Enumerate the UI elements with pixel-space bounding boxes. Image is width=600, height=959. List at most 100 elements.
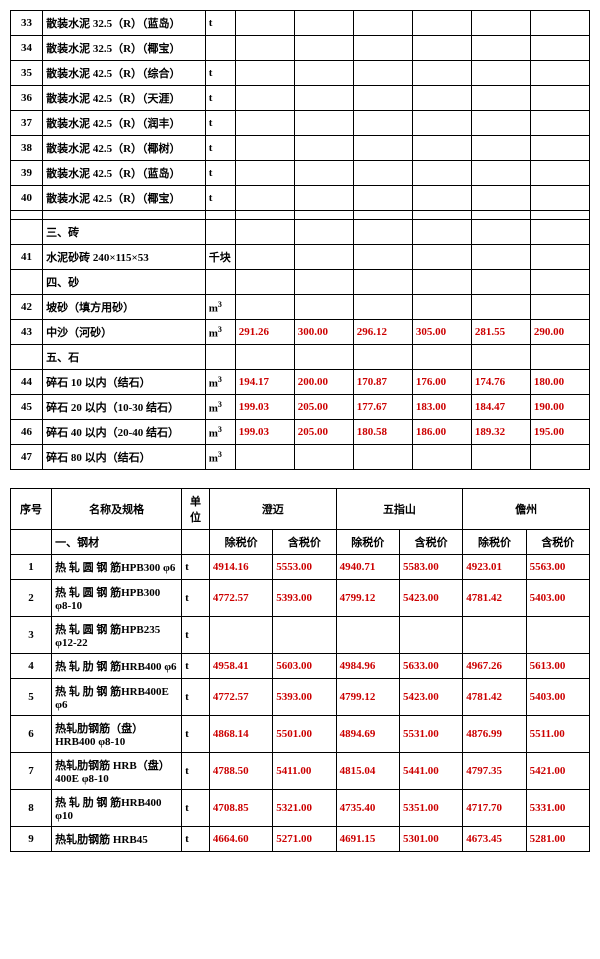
item-name: 散装水泥 42.5（R）（蓝岛） [43,161,206,186]
unit-cell: t [205,161,235,186]
row-number: 38 [11,136,43,161]
table-row: 46碎石 40 以内（20-40 结石）m3199.03205.00180.58… [11,420,590,445]
unit-cell: t [182,716,210,753]
unit-cell: t [182,654,210,679]
price-cell: 5603.00 [273,654,336,679]
price-cell [353,186,412,211]
price-cell [530,270,589,295]
row-number: 37 [11,111,43,136]
item-name: 散装水泥 42.5（R）（润丰） [43,111,206,136]
row-number [11,220,43,245]
unit-cell: m3 [205,420,235,445]
item-name: 散装水泥 42.5（R）（椰宝） [43,186,206,211]
price-cell [412,270,471,295]
price-cell [294,445,353,470]
price-cell: 4772.57 [209,679,272,716]
table-row: 40散装水泥 42.5（R）（椰宝）t [11,186,590,211]
price-cell [336,617,399,654]
price-cell: 194.17 [235,370,294,395]
header-cell: 名称及规格 [52,489,182,530]
table-row: 41水泥砂砖 240×115×53千块 [11,245,590,270]
price-cell [294,136,353,161]
unit-cell [182,530,210,555]
table-row: 45碎石 20 以内（10-30 结石）m3199.03205.00177.67… [11,395,590,420]
row-number [11,270,43,295]
price-cell: 4894.69 [336,716,399,753]
price-cell [353,211,412,220]
price-cell: 4673.45 [463,827,526,852]
price-cell [530,11,589,36]
subheader-cell: 除税价 [209,530,272,555]
price-cell: 4923.01 [463,555,526,580]
price-cell: 180.00 [530,370,589,395]
table-row: 4热 轧 肋 钢 筋HRB400 φ6t4958.415603.004984.9… [11,654,590,679]
price-cell [530,445,589,470]
price-cell: 4708.85 [209,790,272,827]
unit-cell: t [182,679,210,716]
item-name: 热轧肋钢筋 HRB（盘）400E φ8-10 [52,753,182,790]
unit-cell: t [182,790,210,827]
table-row: 五、石 [11,345,590,370]
price-cell [273,617,336,654]
table-row: 5热 轧 肋 钢 筋HRB400E φ6t4772.575393.004799.… [11,679,590,716]
price-cell [526,617,589,654]
item-name: 碎石 80 以内（结石） [43,445,206,470]
unit-cell: m3 [205,320,235,345]
price-cell: 174.76 [471,370,530,395]
price-cell: 5301.00 [399,827,462,852]
price-cell [294,61,353,86]
price-cell [412,61,471,86]
item-name: 热轧肋钢筋 HRB45 [52,827,182,852]
item-name: 三、砖 [43,220,206,245]
price-cell: 5351.00 [399,790,462,827]
row-number: 36 [11,86,43,111]
price-cell [235,211,294,220]
item-name: 热 轧 肋 钢 筋HRB400E φ6 [52,679,182,716]
price-cell: 5423.00 [399,580,462,617]
price-cell [353,220,412,245]
price-cell: 4876.99 [463,716,526,753]
price-cell: 4815.04 [336,753,399,790]
price-cell [471,220,530,245]
price-cell [530,136,589,161]
price-cell: 184.47 [471,395,530,420]
table-row: 47碎石 80 以内（结石）m3 [11,445,590,470]
price-cell [471,270,530,295]
price-cell [235,186,294,211]
unit-cell: t [205,111,235,136]
price-cell: 180.58 [353,420,412,445]
table-row: 四、砂 [11,270,590,295]
price-cell [530,220,589,245]
price-cell: 5583.00 [399,555,462,580]
unit-cell [205,36,235,61]
table-row: 3热 轧 圆 钢 筋HPB235 φ12-22t [11,617,590,654]
item-name: 散装水泥 42.5（R）（综合） [43,61,206,86]
price-cell [471,86,530,111]
item-name: 热 轧 圆 钢 筋HPB235 φ12-22 [52,617,182,654]
price-cell: 5271.00 [273,827,336,852]
price-cell [294,36,353,61]
price-cell [235,220,294,245]
price-cell [294,186,353,211]
row-number: 35 [11,61,43,86]
price-cell: 190.00 [530,395,589,420]
item-name: 散装水泥 42.5（R）（天涯） [43,86,206,111]
price-cell [235,36,294,61]
price-cell: 205.00 [294,420,353,445]
table-row: 39散装水泥 42.5（R）（蓝岛）t [11,161,590,186]
price-cell: 5403.00 [526,580,589,617]
row-number: 41 [11,245,43,270]
price-cell [353,295,412,320]
price-cell: 305.00 [412,320,471,345]
price-cell [463,617,526,654]
price-cell: 200.00 [294,370,353,395]
row-number: 46 [11,420,43,445]
price-cell [235,111,294,136]
price-cell: 189.32 [471,420,530,445]
price-cell [412,245,471,270]
row-number: 8 [11,790,52,827]
header-cell: 澄迈 [209,489,336,530]
price-cell [412,36,471,61]
price-cell [530,36,589,61]
item-name: 热 轧 圆 钢 筋HPB300 φ8-10 [52,580,182,617]
